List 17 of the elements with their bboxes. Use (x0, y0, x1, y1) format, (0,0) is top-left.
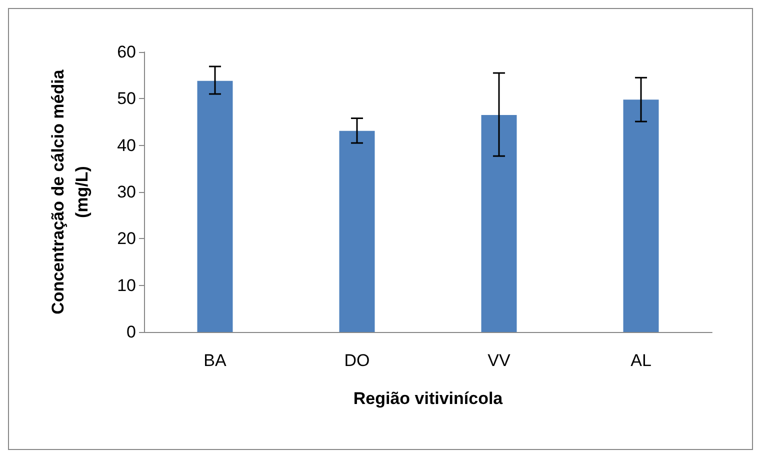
y-tick-label: 10 (117, 276, 136, 295)
y-tick-label: 40 (117, 136, 136, 155)
x-tick-label: VV (488, 351, 511, 370)
bar (339, 130, 375, 332)
y-tick-label: 20 (117, 229, 136, 248)
bar (481, 115, 517, 332)
y-tick-label: 30 (117, 182, 136, 202)
y-tick-label: 0 (126, 322, 136, 342)
bar (623, 100, 659, 332)
y-axis-title: Concentração de cálcio média (mg/L) (48, 69, 92, 314)
x-axis-title: Região vitivinícola (353, 389, 504, 408)
y-tick-label: 60 (117, 42, 136, 62)
y-tick-label: 50 (117, 89, 136, 108)
bar (197, 80, 233, 332)
x-tick-label: AL (630, 351, 652, 370)
x-tick-label: BA (204, 351, 227, 370)
x-tick-label: DO (344, 351, 370, 370)
